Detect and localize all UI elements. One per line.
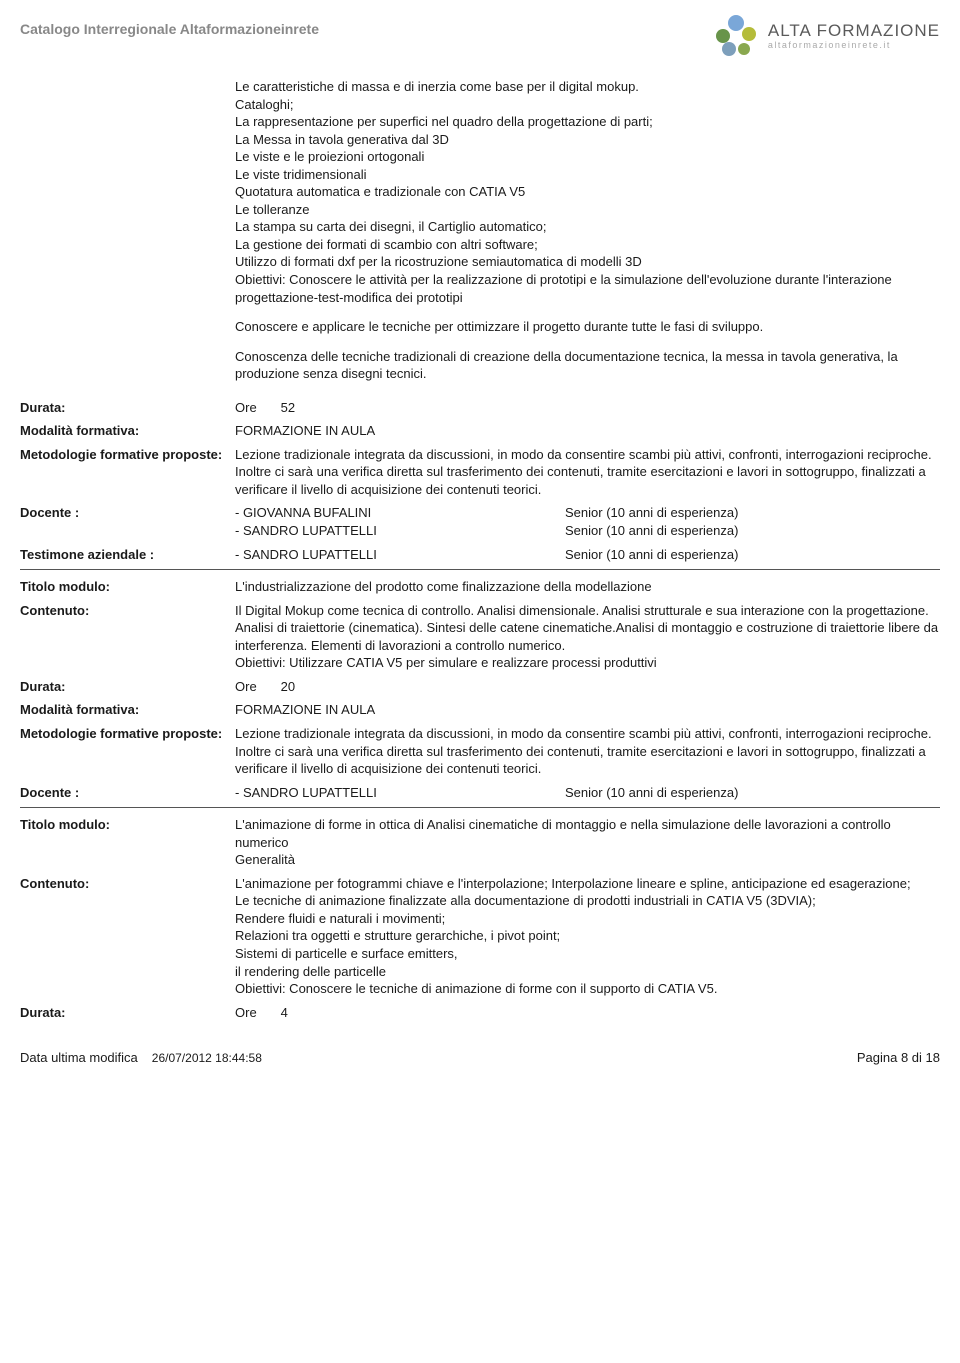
m2-docente-row: Docente : - SANDRO LUPATTELLI Senior (10… (20, 784, 940, 802)
m3-durata-row: Durata: Ore 4 (20, 1004, 940, 1022)
m1-durata-row: Durata: Ore 52 (20, 399, 940, 417)
m1-docente-2: - SANDRO LUPATTELLI Senior (10 anni di e… (235, 522, 940, 540)
m2-durata-row: Durata: Ore 20 (20, 678, 940, 696)
m2-titolo-label: Titolo modulo: (20, 578, 235, 596)
m3-contenuto-row: Contenuto: L'animazione per fotogrammi c… (20, 875, 940, 998)
logo-icon (712, 12, 760, 60)
m1-testimone-1: - SANDRO LUPATTELLI Senior (10 anni di e… (235, 546, 940, 564)
m2-contenuto-value: Il Digital Mokup come tecnica di control… (235, 602, 940, 672)
intro-para-3: Conoscenza delle tecniche tradizionali d… (235, 348, 940, 383)
m2-titolo-value: L'industrializzazione del prodotto come … (235, 578, 940, 596)
m1-testimone-1-name: - SANDRO LUPATTELLI (235, 546, 565, 564)
m2-titolo-row: Titolo modulo: L'industrializzazione del… (20, 578, 940, 596)
page-header: Catalogo Interregionale Altaformazionein… (20, 12, 940, 60)
m1-testimoni-list: - SANDRO LUPATTELLI Senior (10 anni di e… (235, 546, 940, 564)
m1-docenti-list: - GIOVANNA BUFALINI Senior (10 anni di e… (235, 504, 940, 539)
intro-content: Le caratteristiche di massa e di inerzia… (235, 78, 940, 393)
m2-docente-1-exp: Senior (10 anni di esperienza) (565, 784, 738, 802)
m2-ore-value: 20 (281, 678, 295, 696)
m1-modalita-row: Modalità formativa: FORMAZIONE IN AULA (20, 422, 940, 440)
m2-durata-label: Durata: (20, 678, 235, 696)
m2-docente-1: - SANDRO LUPATTELLI Senior (10 anni di e… (235, 784, 940, 802)
m1-durata-label: Durata: (20, 399, 235, 417)
m2-docenti-list: - SANDRO LUPATTELLI Senior (10 anni di e… (235, 784, 940, 802)
last-mod-value: 26/07/2012 18:44:58 (152, 1050, 262, 1066)
m3-contenuto-label: Contenuto: (20, 875, 235, 893)
m3-titolo-label: Titolo modulo: (20, 816, 235, 834)
m1-durata-value: Ore 52 (235, 399, 940, 417)
m2-docente-label: Docente : (20, 784, 235, 802)
m3-contenuto-value: L'animazione per fotogrammi chiave e l'i… (235, 875, 940, 998)
m1-docente-2-name: - SANDRO LUPATTELLI (235, 522, 565, 540)
m1-modalita-label: Modalità formativa: (20, 422, 235, 440)
m1-docente-row: Docente : - GIOVANNA BUFALINI Senior (10… (20, 504, 940, 539)
m1-testimone-label: Testimone aziendale : (20, 546, 235, 564)
m1-docente-2-exp: Senior (10 anni di esperienza) (565, 522, 738, 540)
m3-titolo-row: Titolo modulo: L'animazione di forme in … (20, 816, 940, 869)
intro-para-1: Le caratteristiche di massa e di inerzia… (235, 78, 940, 306)
m3-durata-value: Ore 4 (235, 1004, 940, 1022)
m2-docente-1-name: - SANDRO LUPATTELLI (235, 784, 565, 802)
intro-block: Le caratteristiche di massa e di inerzia… (20, 78, 940, 393)
m2-modalita-row: Modalità formativa: FORMAZIONE IN AULA (20, 701, 940, 719)
m1-metodologie-label: Metodologie formative proposte: (20, 446, 235, 464)
footer-left: Data ultima modifica 26/07/2012 18:44:58 (20, 1049, 262, 1067)
m2-metodologie-row: Metodologie formative proposte: Lezione … (20, 725, 940, 778)
m2-metodologie-value: Lezione tradizionale integrata da discus… (235, 725, 940, 778)
logo-sub-text: altaformazioneinrete.it (768, 41, 940, 50)
m1-testimone-1-exp: Senior (10 anni di esperienza) (565, 546, 738, 564)
divider-2 (20, 807, 940, 808)
m1-metodologie-value: Lezione tradizionale integrata da discus… (235, 446, 940, 499)
m1-docente-label: Docente : (20, 504, 235, 522)
m1-metodologie-row: Metodologie formative proposte: Lezione … (20, 446, 940, 499)
m2-modalita-value: FORMAZIONE IN AULA (235, 701, 940, 719)
intro-para-2: Conoscere e applicare le tecniche per ot… (235, 318, 940, 336)
m2-durata-value: Ore 20 (235, 678, 940, 696)
page-footer: Data ultima modifica 26/07/2012 18:44:58… (20, 1049, 940, 1067)
m1-testimone-row: Testimone aziendale : - SANDRO LUPATTELL… (20, 546, 940, 564)
m3-durata-label: Durata: (20, 1004, 235, 1022)
logo-main-text: ALTA FORMAZIONE (768, 22, 940, 39)
m3-ore-label: Ore (235, 1004, 257, 1022)
m1-ore-label: Ore (235, 399, 257, 417)
m2-contenuto-row: Contenuto: Il Digital Mokup come tecnica… (20, 602, 940, 672)
m3-titolo-value: L'animazione di forme in ottica di Anali… (235, 816, 940, 869)
m2-contenuto-label: Contenuto: (20, 602, 235, 620)
m1-modalita-value: FORMAZIONE IN AULA (235, 422, 940, 440)
m2-ore-label: Ore (235, 678, 257, 696)
m3-ore-value: 4 (281, 1004, 288, 1022)
divider-1 (20, 569, 940, 570)
logo-block: ALTA FORMAZIONE altaformazioneinrete.it (712, 12, 940, 60)
catalog-title: Catalogo Interregionale Altaformazionein… (20, 12, 319, 39)
m2-metodologie-label: Metodologie formative proposte: (20, 725, 235, 743)
m2-modalita-label: Modalità formativa: (20, 701, 235, 719)
logo-text: ALTA FORMAZIONE altaformazioneinrete.it (768, 22, 940, 50)
m1-docente-1-name: - GIOVANNA BUFALINI (235, 504, 565, 522)
last-mod-label: Data ultima modifica (20, 1049, 138, 1067)
m1-docente-1-exp: Senior (10 anni di esperienza) (565, 504, 738, 522)
page-number: Pagina 8 di 18 (857, 1049, 940, 1067)
m1-ore-value: 52 (281, 399, 295, 417)
m1-docente-1: - GIOVANNA BUFALINI Senior (10 anni di e… (235, 504, 940, 522)
